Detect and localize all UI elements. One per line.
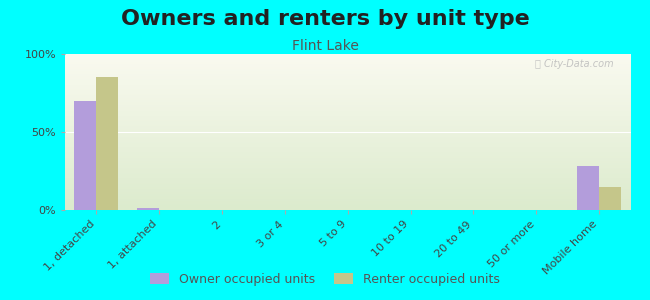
Text: Flint Lake: Flint Lake [292, 39, 358, 53]
Bar [577, 166, 599, 210]
Text: ⓘ City-Data.com: ⓘ City-Data.com [535, 59, 614, 69]
Bar [74, 101, 96, 210]
Bar [599, 187, 621, 210]
Bar [137, 208, 159, 210]
Bar [96, 77, 118, 210]
Legend: Owner occupied units, Renter occupied units: Owner occupied units, Renter occupied un… [146, 268, 504, 291]
Text: Owners and renters by unit type: Owners and renters by unit type [121, 9, 529, 29]
